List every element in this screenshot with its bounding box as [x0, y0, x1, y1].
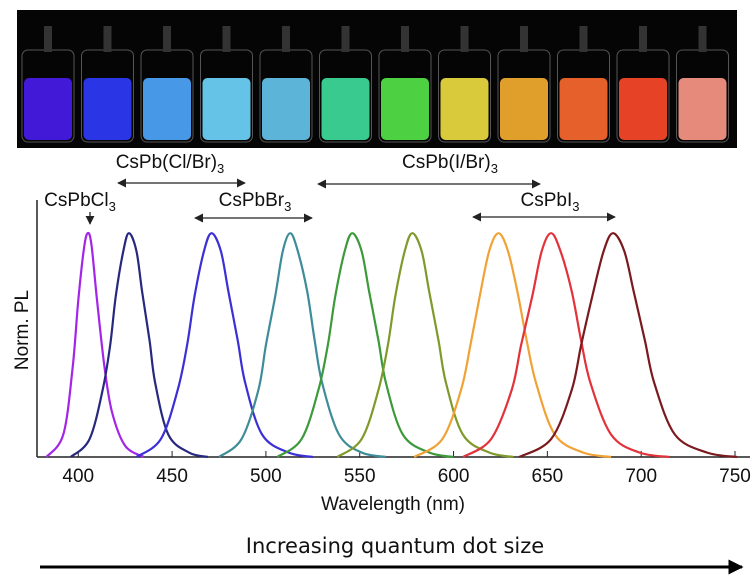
- annotation-sub: 3: [217, 161, 224, 176]
- vial-neck: [103, 26, 112, 52]
- vial-liquid: [500, 78, 548, 140]
- vial-neck: [698, 26, 707, 52]
- pl-curve: [135, 232, 314, 459]
- vial-neck: [163, 26, 171, 52]
- annotation: CsPbBr3: [219, 190, 292, 214]
- vial-neck: [639, 26, 647, 52]
- vial-neck: [341, 26, 350, 52]
- annotation-sub: 3: [491, 161, 498, 176]
- annotation: CsPb(Cl/Br)3: [116, 152, 225, 176]
- x-tick-label: 550: [344, 466, 376, 487]
- annotation-text: CsPbBr: [219, 190, 285, 211]
- annotation-sub: 3: [572, 199, 579, 214]
- x-tick-label: 450: [156, 466, 188, 487]
- annotation-text: CsPbCl: [44, 190, 108, 211]
- vial-liquid: [24, 78, 72, 140]
- caption: Increasing quantum dot size: [246, 534, 544, 558]
- x-tick-label: 600: [438, 466, 470, 487]
- pl-curve: [413, 232, 612, 459]
- annotation-text: CsPb(Cl/Br): [116, 152, 217, 173]
- vial-liquid: [83, 78, 132, 140]
- annotation: CsPb(I/Br)3: [402, 152, 498, 176]
- vial-neck: [401, 26, 409, 52]
- x-tick-label: 750: [719, 466, 751, 487]
- vial-liquid: [678, 78, 727, 140]
- vial-neck: [579, 26, 588, 52]
- vial-neck: [460, 26, 469, 52]
- annotation: CsPbI3: [521, 190, 580, 214]
- vial-liquid: [262, 78, 310, 140]
- x-axis-label: Wavelength (nm): [321, 494, 465, 515]
- pl-curve: [70, 232, 208, 459]
- vial-liquid: [440, 78, 489, 140]
- pl-curve: [218, 232, 387, 459]
- x-tick-label: 650: [532, 466, 564, 487]
- pl-curve: [336, 232, 514, 459]
- annotation-text: CsPbI: [521, 190, 573, 211]
- x-tick-label: 400: [62, 466, 94, 487]
- annotation-sub: 3: [284, 199, 291, 214]
- pl-curve: [45, 231, 145, 458]
- vial-liquid: [143, 78, 191, 140]
- pl-curve: [462, 232, 670, 459]
- vial-liquid: [619, 78, 667, 140]
- x-tick-label: 500: [250, 466, 282, 487]
- vials: [21, 26, 729, 143]
- annotation-text: CsPb(I/Br): [402, 152, 491, 173]
- annotation: CsPbCl3: [44, 190, 116, 214]
- vial-neck: [282, 26, 290, 52]
- vial-neck: [222, 26, 231, 52]
- vial-liquid: [202, 78, 251, 140]
- y-axis-label: Norm. PL: [12, 290, 33, 370]
- vial-liquid: [321, 78, 370, 140]
- annotation-sub: 3: [109, 199, 116, 214]
- x-tick-label: 700: [625, 466, 657, 487]
- vial-neck: [520, 26, 528, 52]
- pl-curve: [276, 232, 454, 459]
- vial-liquid: [381, 78, 429, 140]
- vial-neck: [44, 26, 52, 52]
- pl-curve: [518, 232, 738, 459]
- vial-liquid: [559, 78, 608, 140]
